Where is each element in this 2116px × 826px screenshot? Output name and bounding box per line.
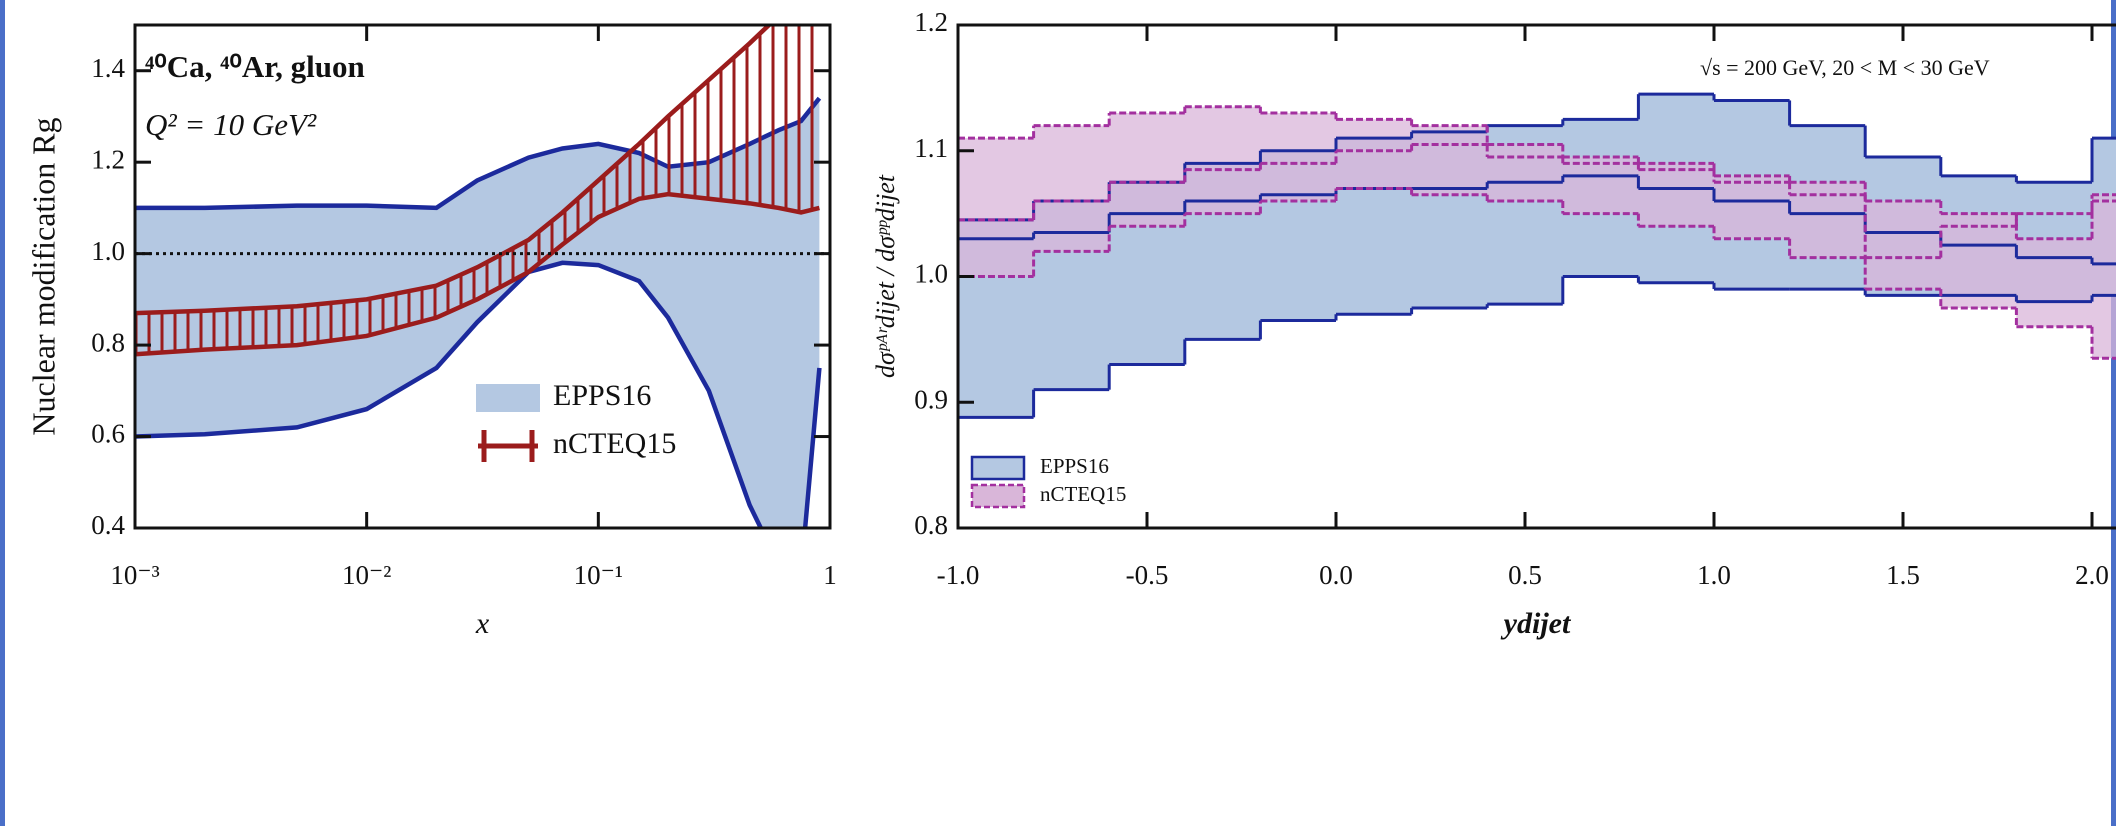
x-tick-label: 10⁻¹ — [574, 560, 623, 590]
band-edge — [135, 191, 820, 357]
band-edge — [135, 260, 822, 528]
annotation: Q² = 10 GeV² — [145, 107, 317, 142]
band-area — [135, 25, 820, 355]
edge-bar — [0, 0, 5, 826]
x-tick-label: 10⁻² — [342, 560, 391, 590]
annotation: ⁴⁰Ca, ⁴⁰Ar, gluon — [145, 49, 365, 84]
band-edge — [135, 25, 773, 316]
plot-area — [958, 92, 2116, 419]
legend-swatch — [476, 384, 540, 412]
edge-bar — [2111, 0, 2116, 826]
x-tick-label: 1 — [823, 560, 837, 590]
x-tick-label: 0.0 — [1319, 560, 1353, 590]
y-tick-label: 0.8 — [914, 510, 948, 540]
x-tick-label: 2.0 — [2075, 560, 2109, 590]
y-tick-label: 0.9 — [914, 384, 948, 414]
y-tick-label: 0.6 — [91, 419, 125, 449]
x-axis-label: x — [475, 607, 490, 640]
y-tick-label: 1.0 — [914, 259, 948, 289]
x-tick-label: -1.0 — [937, 560, 980, 590]
x-tick-label: -0.5 — [1126, 560, 1169, 590]
y-axis-label: Nuclear modification Rg — [25, 117, 61, 435]
y-tick-label: 1.0 — [91, 236, 125, 266]
x-tick-label: 10⁻³ — [110, 560, 159, 590]
y-tick-label: 1.2 — [91, 144, 125, 174]
plot-area — [135, 25, 830, 528]
annotation: √s = 200 GeV, 20 < M < 30 GeV — [1700, 55, 1990, 80]
x-tick-label: 0.5 — [1508, 560, 1542, 590]
x-tick-label: 1.5 — [1886, 560, 1920, 590]
legend-label: EPPS16 — [1040, 454, 1109, 478]
y-tick-label: 0.8 — [91, 327, 125, 357]
x-axis-label: ydijet — [1501, 607, 1572, 640]
y-axis-label: dσᵖᴬʳdijet / dσᵖᵖdijet — [871, 174, 900, 378]
legend-swatch — [970, 455, 1026, 481]
legend-label: nCTEQ15 — [553, 427, 676, 460]
legend-label: EPPS16 — [553, 379, 651, 412]
legend-label: nCTEQ15 — [1040, 482, 1126, 506]
y-tick-label: 1.4 — [91, 53, 125, 83]
y-tick-label: 0.4 — [91, 510, 125, 540]
y-tick-label: 1.2 — [914, 7, 948, 37]
legend-swatch — [970, 483, 1026, 509]
y-tick-label: 1.1 — [914, 133, 948, 163]
plot-frame — [133, 23, 832, 530]
x-tick-label: 1.0 — [1697, 560, 1731, 590]
